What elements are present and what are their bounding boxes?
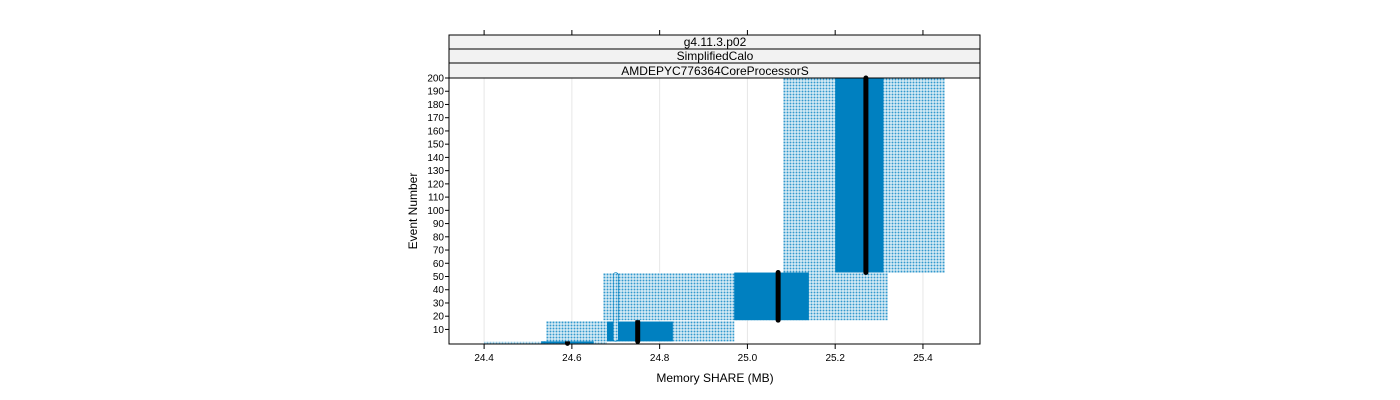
y-tick: 100 xyxy=(427,206,449,217)
y-tick-label: 40 xyxy=(433,285,445,296)
strip-1-label: g4.11.3.p02 xyxy=(684,35,747,49)
data-marks xyxy=(484,75,945,346)
x-axis-title: Memory SHARE (MB) xyxy=(656,371,773,385)
y-tick: 80 xyxy=(433,232,449,243)
y-tick-label: 190 xyxy=(427,87,444,98)
x-tick: 24.8 xyxy=(650,344,670,364)
plot-border xyxy=(448,77,981,345)
strip-3-label: AMDEPYC776364CoreProcessorS xyxy=(621,64,808,78)
y-tick-label: 30 xyxy=(433,298,445,309)
y-tick-label: 10 xyxy=(433,325,445,336)
x-axis: 24.4 24.6 24.8 25.0 25.2 25.4 xyxy=(474,344,933,364)
y-tick: 40 xyxy=(433,285,449,296)
x-tick-label: 25.0 xyxy=(738,353,758,364)
y-tick: 20 xyxy=(433,312,449,323)
strip-group: g4.11.3.p02 SimplifiedCalo AMDEPYC776364… xyxy=(448,34,981,79)
x-tick-label: 24.8 xyxy=(650,353,670,364)
top-axis-ticks xyxy=(483,30,924,35)
y-tick: 140 xyxy=(427,153,449,164)
y-tick: 50 xyxy=(433,272,449,283)
y-tick-label: 140 xyxy=(427,153,444,164)
y-tick: 120 xyxy=(427,179,449,190)
y-tick-label: 100 xyxy=(427,206,444,217)
x-tick: 25.2 xyxy=(825,344,845,364)
y-tick-label: 150 xyxy=(427,140,444,151)
y-tick: 170 xyxy=(427,113,449,124)
y-tick-label: 130 xyxy=(427,166,444,177)
x-tick-label: 24.6 xyxy=(562,353,582,364)
y-tick-label: 50 xyxy=(433,272,445,283)
x-tick-label: 25.4 xyxy=(913,353,933,364)
y-tick-label: 60 xyxy=(433,259,445,270)
y-tick-label: 120 xyxy=(427,179,444,190)
y-tick-label: 200 xyxy=(427,74,444,85)
x-tick-label: 25.2 xyxy=(825,353,845,364)
y-tick: 180 xyxy=(427,100,449,111)
y-axis-title: Event Number xyxy=(406,173,420,250)
y-tick-label: 90 xyxy=(433,219,445,230)
y-tick-label: 110 xyxy=(428,193,444,204)
x-tick: 25.0 xyxy=(738,344,758,364)
y-tick: 190 xyxy=(427,87,449,98)
x-tick: 25.4 xyxy=(913,344,933,364)
y-tick-label: 70 xyxy=(433,246,445,257)
strip-2-label: SimplifiedCalo xyxy=(677,49,754,63)
y-tick-label: 160 xyxy=(427,126,444,137)
y-tick-label: 20 xyxy=(433,312,445,323)
y-tick: 10 xyxy=(433,325,449,336)
y-axis: 10 20 30 40 50 60 70 80 90 100 110 120 1… xyxy=(427,74,449,336)
y-tick-label: 180 xyxy=(427,100,444,111)
outlier-band xyxy=(612,272,619,342)
y-tick: 70 xyxy=(433,246,449,257)
y-tick: 200 xyxy=(427,74,449,85)
y-tick: 160 xyxy=(427,126,449,137)
y-tick-label: 80 xyxy=(433,232,445,243)
y-tick: 130 xyxy=(427,166,449,177)
x-tick-label: 24.4 xyxy=(474,353,494,364)
x-tick: 24.6 xyxy=(562,344,582,364)
y-tick: 30 xyxy=(433,298,449,309)
iqr-box xyxy=(734,272,809,321)
iqr-box xyxy=(835,78,884,273)
y-tick-label: 170 xyxy=(427,113,444,124)
y-tick: 110 xyxy=(428,193,449,204)
y-tick: 60 xyxy=(433,259,449,270)
y-tick: 90 xyxy=(433,219,449,230)
y-tick: 150 xyxy=(427,140,449,151)
x-tick: 24.4 xyxy=(474,344,494,364)
